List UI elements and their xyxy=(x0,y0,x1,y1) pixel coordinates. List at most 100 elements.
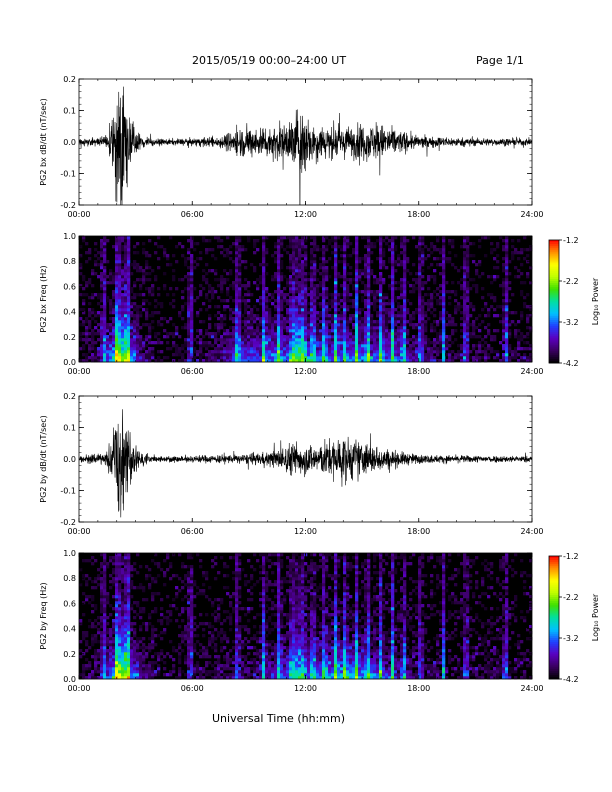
page-number: Page 1/1 xyxy=(476,54,524,67)
heat-cell xyxy=(103,305,107,309)
heat-cell xyxy=(304,290,308,294)
heat-cell xyxy=(337,296,341,300)
heat-cell xyxy=(304,281,308,285)
heat-cell xyxy=(322,266,326,270)
heat-cell xyxy=(463,281,467,285)
heat-cell xyxy=(241,359,245,363)
heat-cell xyxy=(364,353,368,357)
heat-cell xyxy=(100,586,104,590)
heat-cell xyxy=(121,652,125,656)
heat-cell xyxy=(211,350,215,354)
heat-cell xyxy=(310,338,314,342)
heat-cell xyxy=(193,266,197,270)
x-tick-label: 06:00 xyxy=(181,527,204,536)
heat-cell xyxy=(526,359,530,363)
heat-cell xyxy=(373,305,377,309)
heat-cell xyxy=(127,236,131,240)
heat-cell xyxy=(430,359,434,363)
heat-cell xyxy=(100,344,104,348)
heat-cell xyxy=(169,673,173,677)
heat-cell xyxy=(112,643,116,647)
heat-cell xyxy=(427,278,431,282)
heat-cell xyxy=(505,236,509,240)
heat-cell xyxy=(277,299,281,303)
heat-cell xyxy=(379,266,383,270)
heat-cell xyxy=(220,281,224,285)
heat-cell xyxy=(376,335,380,339)
heat-cell xyxy=(355,272,359,276)
heat-cell xyxy=(91,347,95,351)
heat-cell xyxy=(421,287,425,291)
heat-cell xyxy=(328,335,332,339)
heat-cell xyxy=(313,278,317,282)
heat-cell xyxy=(229,317,233,321)
heat-cell xyxy=(316,350,320,354)
heat-cell xyxy=(106,601,110,605)
series-line-1 xyxy=(79,86,532,205)
heat-cell xyxy=(181,359,185,363)
heat-cell xyxy=(391,284,395,288)
heat-cell xyxy=(505,347,509,351)
heat-cell xyxy=(235,356,239,360)
heat-cell xyxy=(139,625,143,629)
heat-cell xyxy=(448,320,452,324)
heat-cell xyxy=(280,278,284,282)
heat-cell xyxy=(115,571,119,575)
heat-cell xyxy=(409,338,413,342)
heat-cell xyxy=(319,293,323,297)
heat-cell xyxy=(292,332,296,336)
heat-cell xyxy=(289,347,293,351)
heat-cell xyxy=(124,664,128,668)
heat-cell xyxy=(508,287,512,291)
heat-cell xyxy=(262,320,266,324)
heat-cell xyxy=(379,317,383,321)
heat-cell xyxy=(388,329,392,333)
heat-cell xyxy=(421,353,425,357)
heat-cell xyxy=(226,248,230,252)
heat-cell xyxy=(397,338,401,342)
heat-cell xyxy=(187,652,191,656)
heat-cell xyxy=(205,673,209,677)
heat-cell xyxy=(343,245,347,249)
heat-cell xyxy=(238,359,242,363)
heat-cell xyxy=(322,236,326,240)
heat-cell xyxy=(370,347,374,351)
heat-cell xyxy=(196,676,200,680)
heat-cell xyxy=(505,263,509,267)
heat-cell xyxy=(355,236,359,240)
heat-cell xyxy=(196,359,200,363)
heat-cell xyxy=(367,338,371,342)
heat-cell xyxy=(403,302,407,306)
heat-cell xyxy=(505,239,509,243)
heat-cell xyxy=(466,338,470,342)
heat-cell xyxy=(322,302,326,306)
heat-cell xyxy=(136,586,140,590)
x-axis-1: 00:00 06:00 12:00 18:00 24:00 xyxy=(67,79,544,219)
heat-cell xyxy=(127,646,131,650)
heat-cell xyxy=(91,317,95,321)
heat-cell xyxy=(91,580,95,584)
heat-cell xyxy=(187,257,191,261)
heat-cell xyxy=(124,293,128,297)
heat-cell xyxy=(337,302,341,306)
heat-cell xyxy=(262,341,266,345)
heat-cell xyxy=(280,266,284,270)
heat-cell xyxy=(361,359,365,363)
heat-cell xyxy=(172,646,176,650)
heat-cell xyxy=(436,320,440,324)
heat-cell xyxy=(427,275,431,279)
heat-cell xyxy=(259,332,263,336)
heat-cell xyxy=(343,254,347,258)
heat-cell xyxy=(118,664,122,668)
heat-cell xyxy=(286,359,290,363)
heat-cell xyxy=(79,338,83,342)
heat-cell xyxy=(505,254,509,258)
y-tick-label: 0.2 xyxy=(63,333,76,342)
heat-cell xyxy=(175,326,179,330)
heat-cell xyxy=(85,643,89,647)
heat-cell xyxy=(100,245,104,249)
heat-cell xyxy=(385,344,389,348)
heat-cell xyxy=(301,338,305,342)
heat-cell xyxy=(187,281,191,285)
heat-cell xyxy=(529,344,533,348)
